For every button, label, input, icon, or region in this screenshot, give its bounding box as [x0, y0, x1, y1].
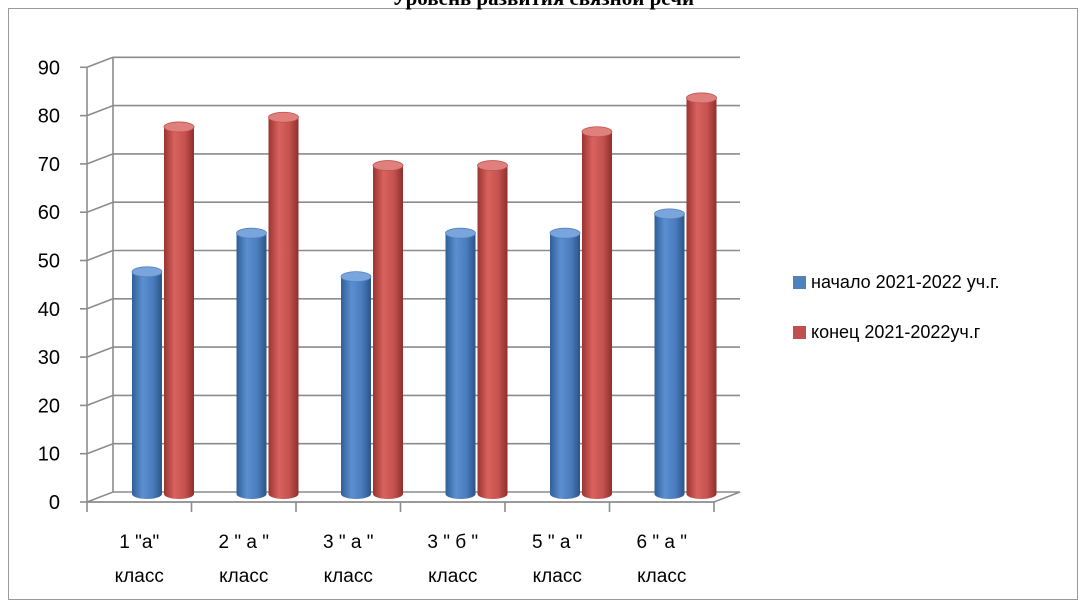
side-gridline — [86, 346, 114, 358]
chart-title: Уровень развития связной речи — [0, 0, 1086, 11]
y-tick-label: 50 — [38, 251, 60, 273]
bar — [268, 111, 299, 499]
bar — [445, 227, 476, 499]
y-tick-label: 30 — [38, 347, 60, 369]
side-gridline — [86, 298, 114, 310]
bar-top — [372, 160, 404, 171]
side-gridline — [86, 249, 114, 262]
x-tick-label: 2 " а " класс — [219, 532, 269, 587]
bar-body — [582, 131, 612, 499]
bar — [549, 227, 581, 499]
bar — [236, 227, 267, 499]
labels-layer: 0 10 20 30 40 50 60 70 80 90 1 "а" класс 2 " а " клас… — [38, 57, 687, 587]
y-tick-label: 40 — [38, 299, 60, 321]
bar-body — [236, 233, 267, 499]
bar — [477, 160, 508, 499]
legend-item: конец 2021-2022уч.г — [793, 322, 981, 342]
legend: начало 2021-2022 уч.г. конец 2021-2022уч.… — [793, 272, 1000, 342]
axis-layer — [80, 66, 715, 512]
side-gridline — [86, 104, 114, 117]
y-tick-label: 60 — [38, 202, 60, 224]
bar — [131, 266, 163, 499]
bar-top — [268, 111, 299, 123]
bar-body — [164, 126, 194, 500]
y-tick-label: 10 — [38, 444, 60, 466]
bar-body — [550, 233, 580, 499]
bar-top — [131, 266, 163, 278]
bar-top — [549, 227, 581, 239]
side-gridline — [86, 201, 114, 213]
side-gridline — [86, 442, 114, 455]
x-tick-label: 1 "а" класс — [115, 532, 164, 587]
bar-top — [654, 208, 685, 220]
bar-top — [236, 227, 267, 239]
y-tick-label: 70 — [38, 154, 60, 176]
bar-top — [477, 160, 508, 171]
bar — [686, 92, 717, 499]
bar-top — [445, 227, 476, 239]
bars-layer — [131, 92, 717, 500]
bar-body — [477, 165, 508, 499]
bar-top — [340, 271, 372, 283]
bar-body — [132, 271, 162, 499]
legend-label: конец 2021-2022уч.г — [811, 322, 981, 342]
x-tick-label: 6 " а " класс — [637, 532, 687, 587]
side-gridline — [86, 394, 114, 407]
y-tick-label: 80 — [38, 106, 60, 128]
bar — [372, 160, 404, 499]
legend-item: начало 2021-2022 уч.г. — [793, 272, 1000, 292]
bar-top — [686, 92, 717, 104]
bar-body — [445, 233, 476, 499]
legend-swatch — [793, 276, 806, 289]
bar — [654, 208, 685, 500]
bar-body — [373, 165, 403, 499]
bar — [581, 126, 613, 499]
bar-body — [268, 117, 299, 499]
legend-label: начало 2021-2022 уч.г. — [811, 272, 1000, 292]
y-tick-label: 0 — [49, 492, 60, 514]
bar — [163, 121, 195, 500]
y-tick-label: 90 — [38, 57, 60, 79]
bar-body — [654, 213, 685, 500]
legend-swatch — [793, 326, 806, 339]
side-gridline — [86, 153, 114, 165]
y-tick-label: 20 — [38, 395, 60, 417]
bar-body — [341, 276, 371, 499]
bar-body — [686, 97, 717, 499]
side-gridline — [86, 56, 114, 69]
x-tick-label: 3 " б " класс — [427, 532, 478, 587]
x-tick-label: 5 " а " класс — [532, 532, 582, 587]
bar — [340, 271, 372, 499]
bar-top — [581, 126, 613, 138]
x-tick-label: 3 " а " класс — [323, 532, 373, 587]
bar-top — [163, 121, 195, 133]
